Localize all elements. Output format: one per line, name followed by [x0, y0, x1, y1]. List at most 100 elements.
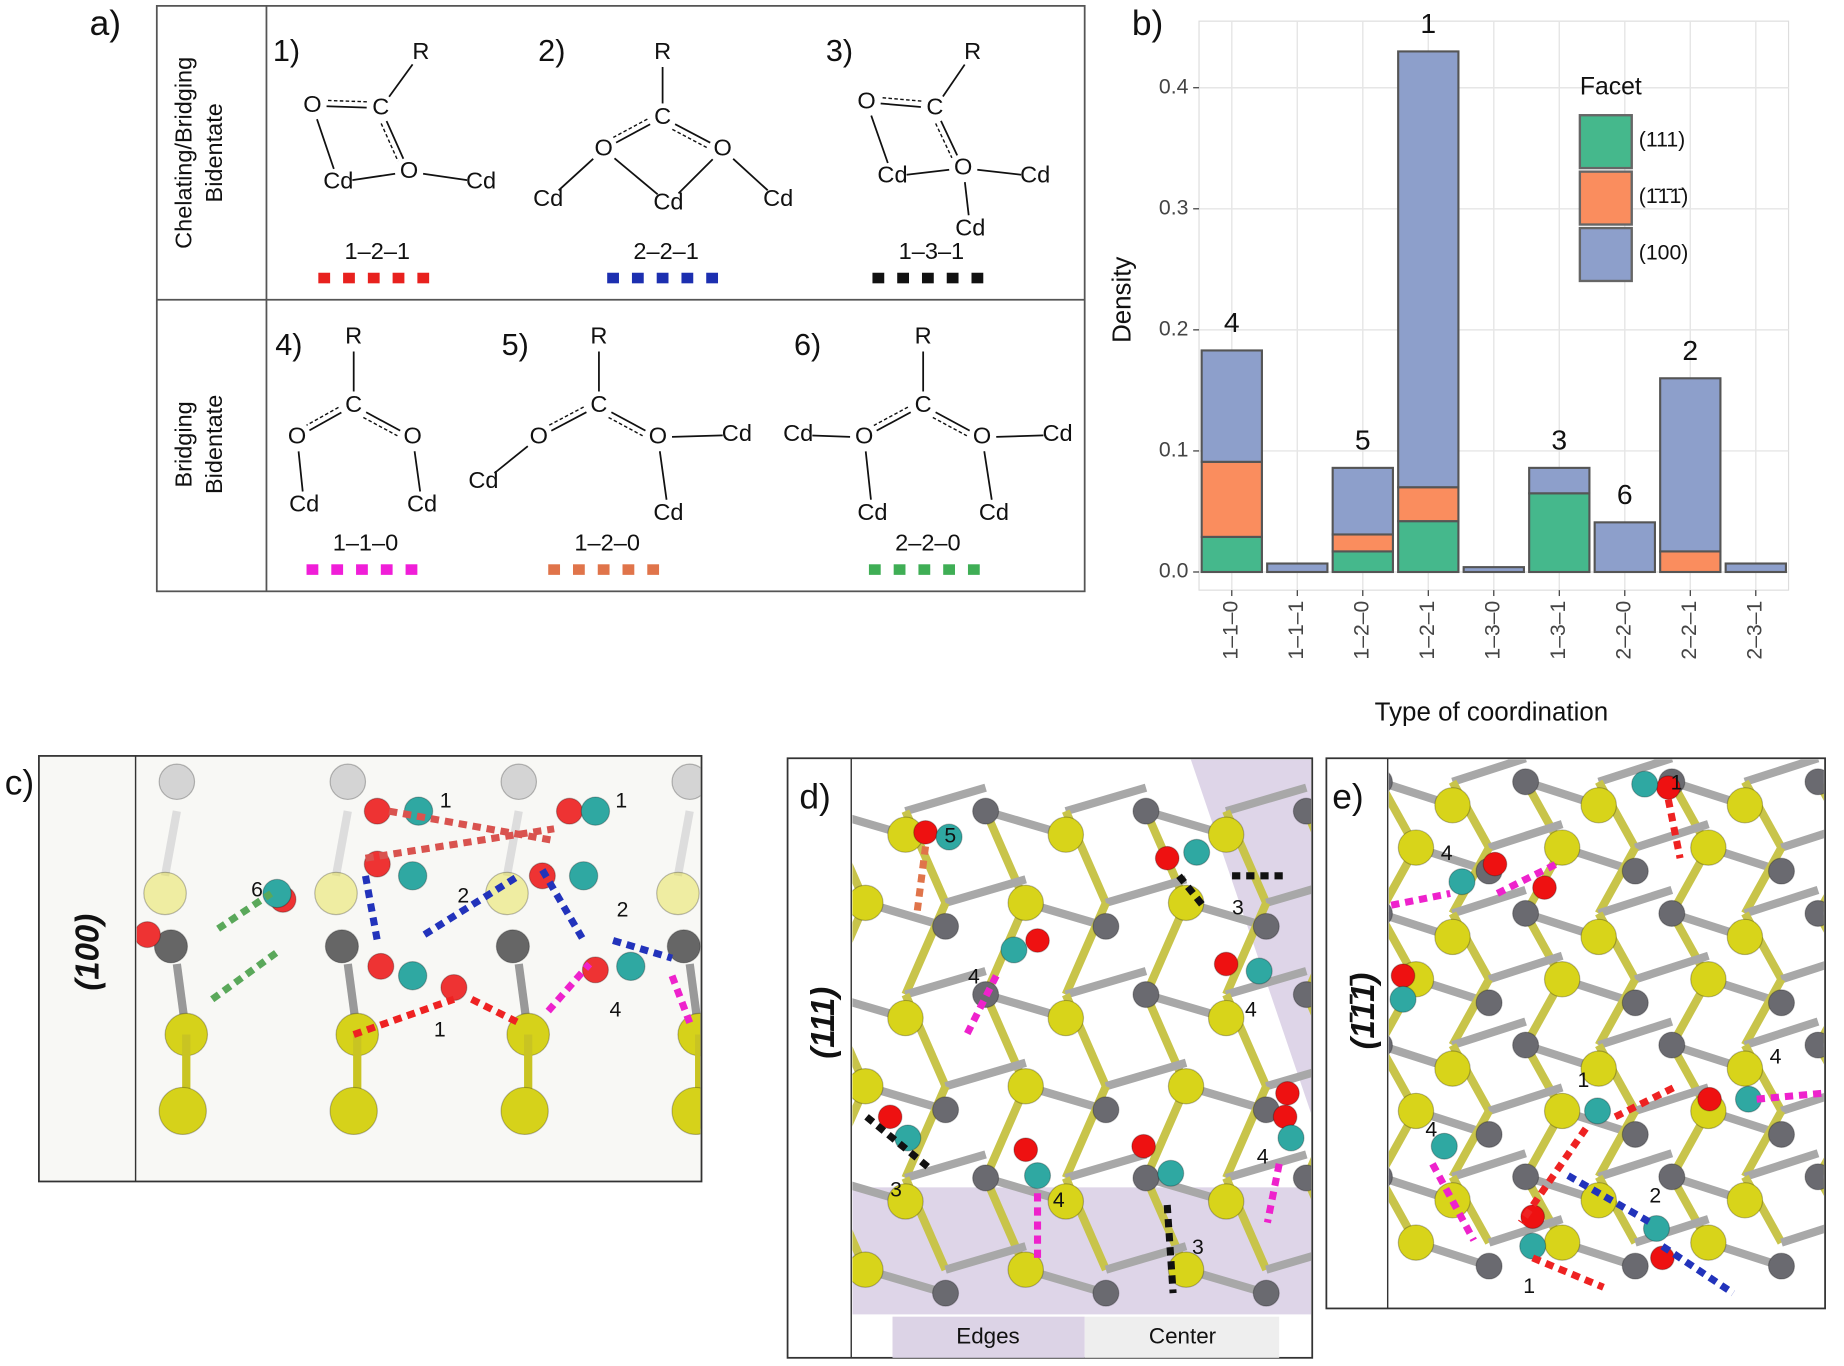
atom-bond: [1597, 759, 1674, 786]
bar-segment: [1593, 521, 1656, 574]
code-swatch: [548, 564, 561, 575]
site-annotation: 1: [434, 1019, 446, 1042]
atom-sphere: [935, 823, 963, 851]
atom-sphere: [1252, 912, 1280, 940]
atom-sphere: [1475, 989, 1503, 1017]
interaction: [362, 875, 381, 942]
atom-sphere: [1434, 918, 1471, 956]
legend-swatch: [1578, 170, 1633, 226]
atom-bond: [1597, 1017, 1674, 1050]
coordination-code: 1–2–0: [574, 530, 640, 556]
code-swatch: [392, 272, 405, 284]
atom-sphere: [1621, 1252, 1649, 1280]
code-swatch: [607, 272, 619, 284]
interaction: [422, 872, 521, 938]
atom-sphere: [1183, 838, 1211, 866]
y-tick-label: 0.2: [1159, 317, 1189, 340]
atom-sphere: [158, 1086, 207, 1136]
bond: [493, 445, 529, 474]
bond: [422, 172, 468, 182]
atom-label: C: [915, 391, 932, 417]
atom-sphere: [1132, 981, 1160, 1009]
row-label: Bridging: [170, 401, 196, 487]
atom-bond: [1451, 759, 1527, 786]
code-swatch: [681, 272, 694, 284]
bond: [613, 157, 659, 196]
atom-label: C: [926, 93, 943, 119]
atom-bond: [1595, 845, 1639, 916]
region-label: Edges: [956, 1324, 1019, 1349]
delocalized-bond: [608, 416, 643, 437]
bond: [876, 411, 912, 432]
legend-swatch: [1578, 226, 1633, 283]
x-tick-label: 1–1–0: [1219, 601, 1242, 660]
row-label: Chelating/Bridging: [170, 57, 196, 249]
panel-label: b): [1132, 4, 1163, 43]
atom-label: Cd: [763, 185, 793, 211]
bar-segment: [1659, 550, 1722, 574]
atom-bond: [1780, 1224, 1824, 1247]
molecular-rendering: [1388, 759, 1844, 1297]
code-swatch: [343, 272, 355, 284]
structure-number: 5): [502, 328, 529, 362]
bond: [942, 64, 966, 97]
interaction: [1390, 889, 1451, 909]
bar-annotation: 4: [1224, 306, 1240, 338]
atom-sphere: [1482, 851, 1508, 877]
code-swatch: [971, 272, 984, 284]
atom-sphere: [1132, 797, 1160, 825]
atom-sphere: [495, 929, 530, 964]
atom-sphere: [1543, 1092, 1581, 1130]
atom-sphere: [1726, 787, 1764, 824]
atom-bond: [904, 783, 987, 816]
delocalized-bond: [934, 123, 953, 159]
atom-sphere: [153, 929, 189, 964]
atom-bond: [1595, 977, 1639, 1048]
atom-label: O: [530, 423, 548, 449]
atom-sphere: [1543, 961, 1581, 998]
site-annotation: 4: [610, 999, 622, 1022]
atom-sphere: [1430, 1132, 1458, 1160]
atom-label: Cd: [466, 167, 496, 193]
atom-sphere: [1025, 928, 1050, 953]
bond: [880, 102, 921, 108]
atom-sphere: [1520, 1204, 1546, 1230]
bond: [671, 434, 723, 438]
atom-sphere: [1543, 1224, 1581, 1261]
bar-segment: [1397, 486, 1460, 523]
code-swatch: [367, 272, 380, 284]
atom-bond: [1780, 829, 1824, 852]
atom-sphere: [1621, 989, 1649, 1017]
atom-sphere: [887, 1183, 924, 1220]
delocalized-bond: [306, 406, 339, 426]
interaction: [963, 974, 1000, 1037]
atom-sphere: [568, 861, 599, 891]
atom-sphere: [440, 973, 468, 1002]
atom-label: C: [372, 93, 389, 119]
code-swatch: [331, 564, 344, 575]
site-annotation: 6: [251, 879, 263, 902]
atom-sphere: [1000, 936, 1028, 964]
bond: [864, 451, 872, 500]
atom-sphere: [1275, 1080, 1300, 1106]
bar-annotation: 3: [1551, 424, 1567, 456]
atom-sphere: [1726, 1182, 1764, 1219]
atom-bond: [904, 967, 987, 999]
atom-sphere: [1207, 816, 1245, 853]
bond: [316, 118, 335, 170]
atom-bond: [1064, 783, 1148, 816]
atom-sphere: [262, 878, 292, 909]
atom-bond: [1743, 1149, 1820, 1181]
interaction: [612, 937, 674, 962]
atom-sphere: [1690, 961, 1727, 998]
atom-sphere: [1804, 768, 1824, 796]
atom-label: O: [973, 423, 991, 449]
atom-sphere: [1767, 857, 1796, 885]
code-swatch: [572, 564, 585, 575]
atom-bond: [1597, 1149, 1674, 1181]
x-axis-label: Type of coordination: [1375, 698, 1609, 726]
atom-label: O: [400, 157, 418, 183]
atom-sphere: [1047, 1183, 1085, 1220]
atom-sphere: [1837, 1225, 1844, 1260]
atom-sphere: [1397, 1092, 1435, 1130]
